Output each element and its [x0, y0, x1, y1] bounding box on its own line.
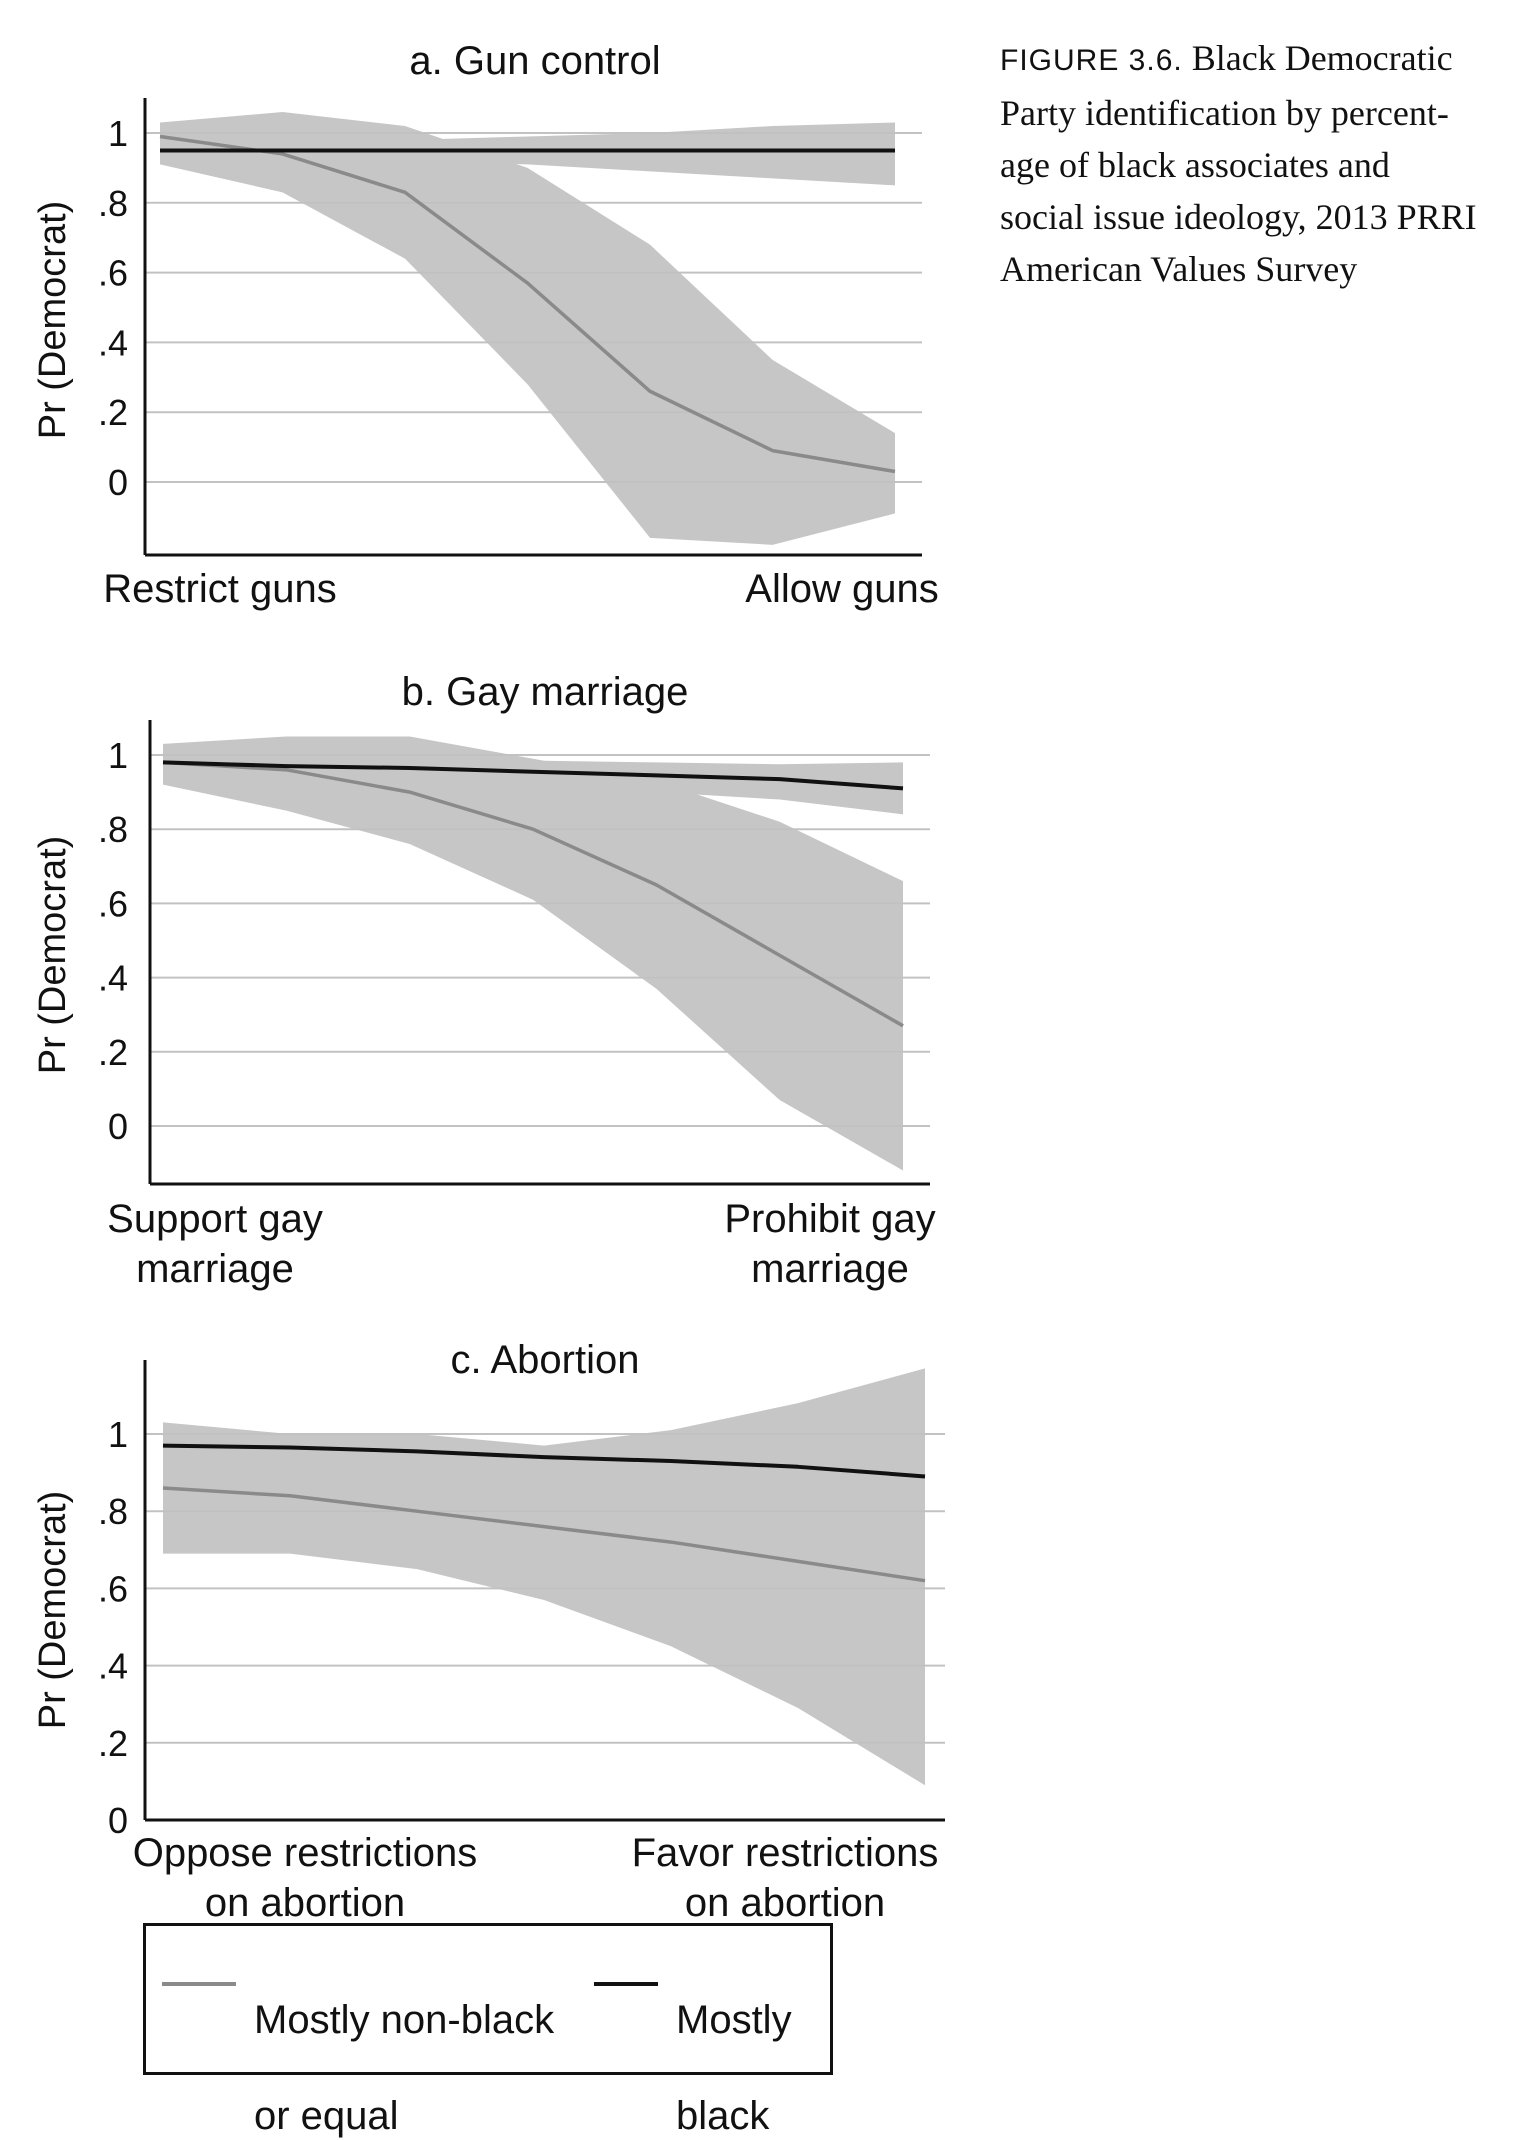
series-line-non-black: [162, 760, 904, 1028]
x-label-right: Prohibit gay: [724, 1197, 935, 1241]
caption-line-3: social issue ideology, 2013 PRRI: [1000, 197, 1477, 237]
panel-gay-marriage: 0 .2 .4 .6 .8 1 b. Gay marriage Pr (Democrat) Su…: [32, 670, 936, 1291]
y-tick-label: 1: [108, 113, 128, 154]
y-tick-label: 0: [108, 462, 128, 503]
x-label-right: Favor restrictions: [632, 1831, 939, 1875]
figure-canvas: 0 .2 .4 .6 .8 1 a. Gun control Pr (Democrat) Res…: [32, 39, 945, 1925]
x-label-right: on abortion: [685, 1881, 885, 1925]
x-label-right: Allow guns: [745, 567, 938, 611]
y-tick-label: 0: [108, 1800, 128, 1841]
caption-line-1: Party identification by percent-: [1000, 93, 1449, 133]
legend-swatch-black: [594, 1982, 658, 1986]
x-label-left: on abortion: [205, 1881, 405, 1925]
x-label-left: Support gay: [107, 1197, 323, 1241]
ci-band-non-black: [163, 736, 903, 1171]
y-tick-label: .2: [98, 392, 128, 433]
ci-band-non-black: [160, 112, 895, 545]
panel-title: c. Abortion: [450, 1338, 639, 1382]
y-tick-label: .4: [98, 322, 128, 363]
x-label-left: Restrict guns: [103, 567, 336, 611]
y-axis-label: Pr (Democrat): [32, 1491, 74, 1730]
x-label-left: marriage: [136, 1247, 294, 1291]
legend-label-non-black-line-1: or equal: [254, 2094, 399, 2138]
legend-label-black-line-1: black: [676, 2094, 770, 2138]
x-label-left: Oppose restrictions: [133, 1831, 478, 1875]
y-tick-label: 1: [108, 1414, 128, 1455]
y-tick-label: .4: [98, 1646, 128, 1687]
legend-label-non-black-line-0: Mostly non-black: [254, 1998, 555, 2042]
legend-label-black-line-0: Mostly: [676, 1998, 792, 2042]
x-label-right: marriage: [751, 1247, 909, 1291]
legend-label-non-black: Mostly non-black or equal: [254, 1948, 554, 2140]
figure-caption: FIGURE 3.6. Black Democratic Party ident…: [1000, 32, 1500, 295]
y-tick-label: .2: [98, 1723, 128, 1764]
y-tick-label: .2: [98, 1032, 128, 1073]
panel-title: a. Gun control: [409, 39, 660, 83]
panel-gun-control: 0 .2 .4 .6 .8 1 a. Gun control Pr (Democrat) Res…: [32, 39, 939, 611]
caption-line-0: Black Democratic: [1191, 38, 1453, 78]
y-tick-label: .8: [98, 1491, 128, 1532]
series-line-non-black: [162, 1486, 926, 1583]
y-tick-label: 0: [108, 1106, 128, 1147]
ci-band-black: [163, 1437, 925, 1496]
legend: Mostly non-black or equal Mostly black: [143, 1923, 833, 2138]
y-tick-label: .4: [98, 958, 128, 999]
panel-abortion: 0 .2 .4 .6 .8 1 c. Abortion Pr (Democrat) Oppose…: [32, 1338, 945, 1925]
legend-swatch-non-black: [162, 1982, 236, 1986]
y-tick-label: .6: [98, 1568, 128, 1609]
y-axis-label: Pr (Democrat): [32, 836, 74, 1075]
y-tick-label: .8: [98, 183, 128, 224]
series-line-black: [162, 760, 904, 791]
caption-line-2: age of black associates and: [1000, 145, 1390, 185]
y-tick-label: .8: [98, 809, 128, 850]
y-tick-label: .6: [98, 253, 128, 294]
ci-band-black: [163, 755, 903, 815]
y-tick-label: 1: [108, 735, 128, 776]
legend-label-black: Mostly black: [676, 1948, 792, 2140]
figure-label: FIGURE 3.6.: [1000, 44, 1183, 77]
series-line-black: [162, 1443, 926, 1479]
y-axis-label: Pr (Democrat): [32, 201, 74, 440]
series-line-non-black: [159, 134, 896, 474]
ci-band-black: [160, 122, 895, 186]
ci-band-non-black: [163, 1368, 925, 1786]
caption-line-4: American Values Survey: [1000, 249, 1358, 289]
panel-title: b. Gay marriage: [402, 670, 689, 714]
y-tick-label: .6: [98, 883, 128, 924]
